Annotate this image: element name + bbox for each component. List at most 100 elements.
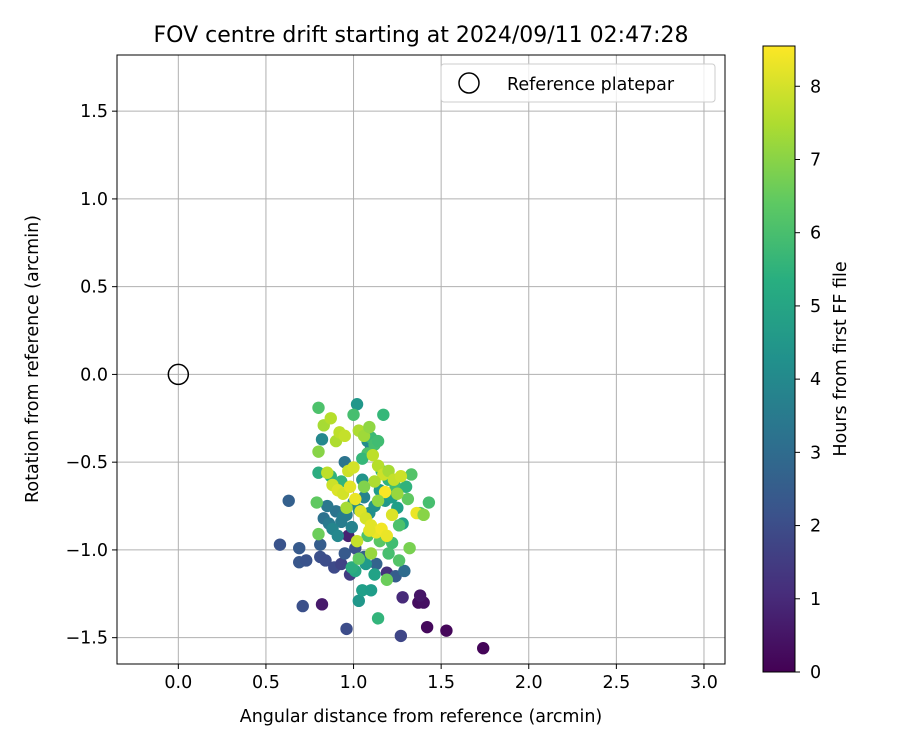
data-point [356,452,369,465]
colorbar-frame [762,45,796,673]
plot-frame [116,54,726,665]
data-point [338,547,351,560]
x-tick-label: 0.0 [164,673,192,693]
y-tick-label: 1.5 [80,102,108,122]
y-axis-ticks: −1.5 −1.0 −0.5 0.0 0.5 1.0 1.5 [66,102,117,649]
grid [117,55,725,664]
data-point [363,420,376,434]
data-point [417,508,430,522]
data-point [350,398,364,411]
colorbar-tick-label: 8 [810,77,821,97]
data-point [300,554,313,567]
data-point [312,445,325,458]
data-point [401,492,415,506]
x-tick-label: 2.5 [602,673,630,693]
data-point [312,401,325,414]
data-point [315,433,329,446]
colorbar-tick-label: 4 [810,370,821,390]
data-point [345,561,358,574]
data-point [352,552,365,565]
data-point [349,492,362,506]
colorbar-tick-label: 3 [810,443,821,463]
colorbar-tick-label: 2 [810,517,821,537]
data-point [331,529,344,543]
data-point [391,487,404,500]
data-point [394,470,408,483]
legend-marker-open-circle [458,72,480,94]
data-point [368,568,381,581]
y-tick-label: 0.5 [80,278,108,298]
data-point [378,485,392,499]
y-tick-label: −0.5 [66,453,109,473]
legend-entry-label: Reference platepar [507,75,675,95]
data-point [380,529,394,543]
data-point [440,624,453,637]
data-point [314,538,327,551]
colorbar-tick-label: 6 [810,224,821,244]
data-point [343,480,357,493]
data-point [364,547,378,560]
data-point [363,524,376,537]
data-point [392,554,406,567]
x-tick-label: 1.0 [340,673,368,693]
y-tick-label: 1.0 [80,190,108,210]
data-point [366,448,380,462]
colorbar-label: Hours from first FF file [831,261,851,456]
data-point [405,468,418,481]
data-point [273,538,287,551]
x-axis-ticks: 0.0 0.5 1.0 1.5 2.0 2.5 3.0 [164,664,718,693]
legend: Reference platepar [440,63,716,103]
data-point [350,534,364,548]
data-point [371,494,385,507]
data-point [321,466,334,479]
reference-layer [167,363,190,386]
data-point [371,612,385,625]
data-point [477,642,490,655]
data-points [273,398,490,655]
colorbar [763,46,795,672]
data-point [312,527,325,541]
data-point [422,496,436,509]
data-point [398,564,411,578]
x-tick-label: 0.5 [252,673,280,693]
y-tick-label: −1.0 [66,541,109,561]
colorbar-tick-label: 0 [810,663,821,683]
data-point [370,557,383,571]
data-point [368,475,381,488]
x-tick-label: 1.5 [427,673,455,693]
colorbar-tick-label: 1 [810,590,821,610]
data-point [392,519,406,532]
data-point [293,541,306,555]
colorbar-tick-label: 7 [810,150,821,170]
data-point [315,598,329,611]
y-tick-label: −1.5 [66,629,109,649]
data-point [399,480,413,493]
data-point [356,584,369,597]
y-axis-label: Rotation from reference (arcmin) [23,215,43,503]
data-point [380,573,394,586]
data-point [357,480,371,493]
data-point [347,461,360,474]
chart-title: FOV centre drift starting at 2024/09/11 … [154,23,689,48]
colorbar-tick-label: 5 [810,297,821,317]
x-tick-label: 3.0 [690,673,718,693]
data-point [340,501,353,515]
data-point [352,594,365,608]
data-point [319,554,332,567]
x-tick-label: 2.0 [515,673,543,693]
legend-box [440,63,716,103]
data-point [312,466,325,479]
data-point [364,584,378,597]
data-point [296,599,309,613]
data-point [420,620,434,634]
reference-platepar-marker [167,363,190,386]
data-point [403,541,416,555]
plot-area [117,55,725,664]
colorbar-ticks: 0 1 2 3 4 5 6 7 8 [795,77,821,683]
data-point [310,496,323,509]
data-point [413,589,427,602]
data-point [377,408,390,421]
data-point [340,622,353,636]
data-point [371,434,385,448]
